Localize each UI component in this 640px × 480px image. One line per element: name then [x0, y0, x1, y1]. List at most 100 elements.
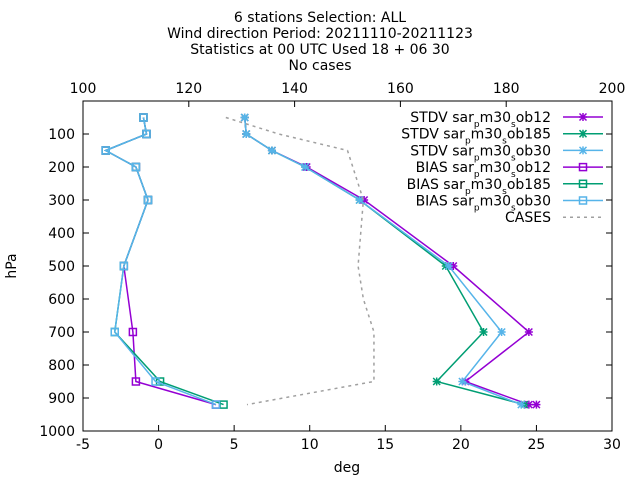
legend-label: STDV sarpm30sob12 — [410, 110, 551, 130]
y-tick-label: 300 — [48, 193, 75, 209]
data-point — [240, 113, 249, 122]
data-point — [301, 162, 310, 172]
legend-label-part: m30 — [471, 177, 502, 193]
data-point — [131, 162, 141, 172]
data-point — [211, 400, 221, 409]
legend-label-part: STDV sar — [410, 110, 474, 126]
series-2 — [240, 113, 526, 409]
data-point — [139, 113, 148, 122]
legend-label-part: p — [465, 187, 471, 197]
legend-label-part: s — [511, 204, 516, 214]
series-6 — [225, 116, 375, 406]
data-point — [524, 327, 533, 337]
y-tick-label: 500 — [48, 259, 75, 275]
series-layer — [101, 113, 541, 409]
y-tick-label: 700 — [48, 325, 75, 341]
data-point — [449, 261, 458, 271]
x-tick-label: 0 — [154, 437, 163, 453]
legend-label-part: m30 — [480, 143, 511, 159]
legend-label-part: s — [511, 120, 516, 130]
data-point — [532, 400, 541, 409]
legend-label-part: p — [474, 170, 480, 180]
series-line — [225, 116, 375, 406]
legend-label: BIAS sarpm30sob185 — [407, 177, 551, 197]
x2-tick-label: 120 — [175, 81, 202, 97]
series-5 — [101, 113, 221, 409]
data-point — [479, 327, 488, 337]
data-point — [355, 195, 364, 205]
legend-label-part: ob12 — [516, 110, 551, 126]
legend-label-part: s — [502, 187, 507, 197]
x2-tick-label: 200 — [599, 81, 626, 97]
legend-label-part: BIAS sar — [416, 194, 475, 210]
x-tick-label: 5 — [230, 437, 239, 453]
legend-label-part: m30 — [471, 127, 502, 143]
legend-label-part: s — [511, 170, 516, 180]
data-point — [524, 400, 533, 409]
legend-label-part: ob30 — [516, 194, 551, 210]
legend-marker — [578, 162, 588, 172]
data-point — [517, 400, 526, 409]
legend-label-part: m30 — [480, 110, 511, 126]
x2-tick-label: 180 — [493, 81, 520, 97]
x-tick-label: 30 — [603, 437, 621, 453]
y-tick-label: 100 — [48, 127, 75, 143]
data-point — [497, 327, 506, 337]
legend-label: CASES — [505, 210, 551, 226]
legend-label: STDV sarpm30sob185 — [401, 127, 551, 147]
legend-label-part: STDV sar — [401, 127, 465, 143]
legend-label-part: ob30 — [516, 143, 551, 159]
x-axis-label: deg — [334, 460, 360, 476]
y-axis-label: hPa — [4, 253, 20, 278]
legend-label-part: ob12 — [516, 160, 551, 176]
series-line — [103, 117, 217, 406]
legend-label-part: m30 — [480, 194, 511, 210]
chart-title-line-3: Statistics at 00 UTC Used 18 + 06 30 — [190, 42, 450, 58]
data-point — [360, 195, 369, 205]
y-tick-label: 200 — [48, 160, 75, 176]
legend-label: BIAS sarpm30sob12 — [416, 160, 551, 180]
x2-tick-label: 100 — [70, 81, 97, 97]
legend-marker — [578, 129, 588, 138]
chart-title-line-4: No cases — [288, 58, 352, 74]
legend-marker — [578, 196, 588, 205]
data-point — [142, 129, 151, 139]
data-point — [242, 129, 251, 139]
y-tick-label: 400 — [48, 226, 75, 242]
legend-label: BIAS sarpm30sob30 — [416, 194, 551, 214]
chart-title-line-2: Wind direction Period: 20211110-20211123 — [167, 26, 473, 42]
data-point — [110, 327, 119, 337]
legend-marker — [578, 179, 588, 189]
legend-label-part: ob185 — [507, 177, 551, 193]
axis-ticks: -5 0 5 10 15 20 25 30 100 120 140 160 180 200 100 200 30… — [39, 81, 625, 453]
data-point — [267, 146, 276, 155]
legend-label-part: s — [511, 153, 516, 163]
y-tick-label: 900 — [48, 391, 75, 407]
legend-label-part: p — [474, 153, 480, 163]
legend-label-part: CASES — [505, 210, 551, 226]
x-tick-label: 15 — [376, 437, 394, 453]
chart-title-line-1: 6 stations Selection: ALL — [233, 10, 407, 26]
legend-label-part: p — [474, 120, 480, 130]
legend-marker — [578, 146, 588, 155]
x2-tick-label: 140 — [281, 81, 308, 97]
data-point — [143, 195, 153, 205]
legend-marker — [578, 112, 588, 122]
series-line — [103, 117, 217, 406]
legend-label-part: BIAS sar — [416, 160, 475, 176]
y-tick-label: 1000 — [39, 424, 75, 440]
x-tick-label: 20 — [452, 437, 470, 453]
legend-label-part: ob185 — [507, 127, 551, 143]
legend-label-part: BIAS sar — [407, 177, 466, 193]
legend-label-part: m30 — [480, 160, 511, 176]
y-tick-label: 800 — [48, 358, 75, 374]
data-point — [458, 377, 467, 386]
x-tick-label: 10 — [301, 437, 319, 453]
y-tick-label: 600 — [48, 292, 75, 308]
data-point — [432, 377, 441, 386]
legend-label-part: STDV sar — [410, 143, 474, 159]
data-point — [119, 261, 129, 271]
x-tick-label: -5 — [76, 437, 90, 453]
